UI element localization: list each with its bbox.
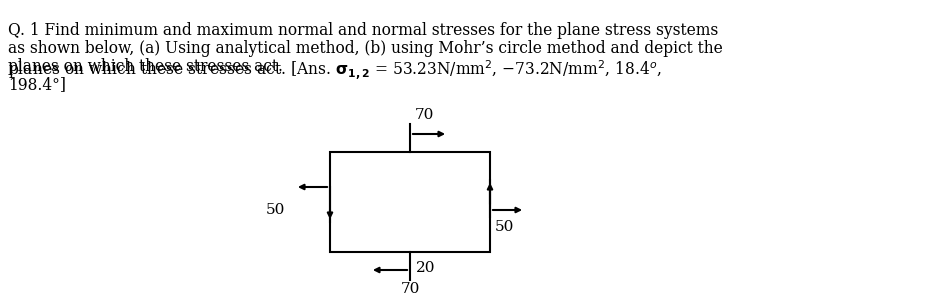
Text: planes on which these stresses act. [Ans. $\mathbf{\sigma_{1,2}}$ = 53.23N/mm$^2: planes on which these stresses act. [Ans…: [8, 58, 661, 82]
Text: 70: 70: [400, 282, 420, 296]
Text: 50: 50: [266, 203, 284, 217]
Text: 50: 50: [495, 220, 514, 234]
Text: 198.4°]: 198.4°]: [8, 76, 66, 93]
Text: planes on which these stresses act.: planes on which these stresses act.: [8, 58, 288, 75]
Text: Q. 1 Find minimum and maximum normal and normal stresses for the plane stress sy: Q. 1 Find minimum and maximum normal and…: [8, 22, 718, 39]
Text: 20: 20: [416, 261, 435, 275]
Text: as shown below, (a) Using analytical method, (b) using Mohr’s circle method and : as shown below, (a) Using analytical met…: [8, 40, 723, 57]
Bar: [330, 152, 490, 252]
Text: 70: 70: [415, 108, 434, 122]
